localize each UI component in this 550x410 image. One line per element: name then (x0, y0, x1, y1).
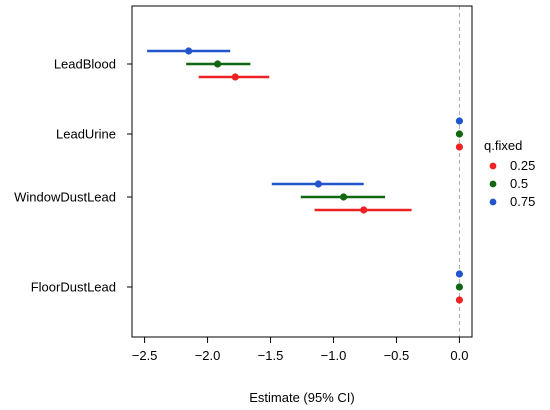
estimate-point (339, 193, 348, 201)
legend-entry: 0.25 (510, 158, 535, 173)
estimate-point (455, 283, 464, 291)
x-tick-label: −1.5 (258, 348, 284, 363)
legend: q.fixed 0.25 0.5 0.75 (484, 138, 535, 209)
y-tick-label: WindowDustLead (14, 190, 116, 205)
x-tick-label: −2.5 (132, 348, 158, 363)
x-axis-label: Estimate (95% CI) (249, 390, 354, 405)
legend-entry: 0.5 (510, 176, 528, 191)
estimate-point (455, 143, 464, 151)
estimate-point (185, 47, 193, 55)
estimate-point (455, 296, 464, 304)
estimate-point (360, 206, 368, 214)
x-tick-label: 0.0 (450, 348, 468, 363)
estimate-point (455, 117, 464, 125)
estimate-point (231, 73, 239, 81)
estimate-point (214, 60, 222, 68)
x-tick-label: −0.5 (384, 348, 410, 363)
legend-marker (489, 162, 497, 170)
y-tick-label: LeadUrine (56, 127, 116, 142)
legend-entry: 0.75 (510, 194, 535, 209)
x-tick-label: −2.0 (195, 348, 221, 363)
y-tick-label: LeadBlood (54, 57, 116, 72)
estimate-point (455, 130, 464, 138)
estimate-point (314, 180, 322, 188)
legend-marker (489, 198, 497, 206)
legend-title: q.fixed (484, 138, 522, 153)
y-tick-label: FloorDustLead (31, 280, 116, 295)
estimate-point (455, 270, 464, 278)
x-tick-label: −1.0 (321, 348, 347, 363)
legend-marker (489, 180, 497, 188)
plot-frame (131, 5, 473, 338)
